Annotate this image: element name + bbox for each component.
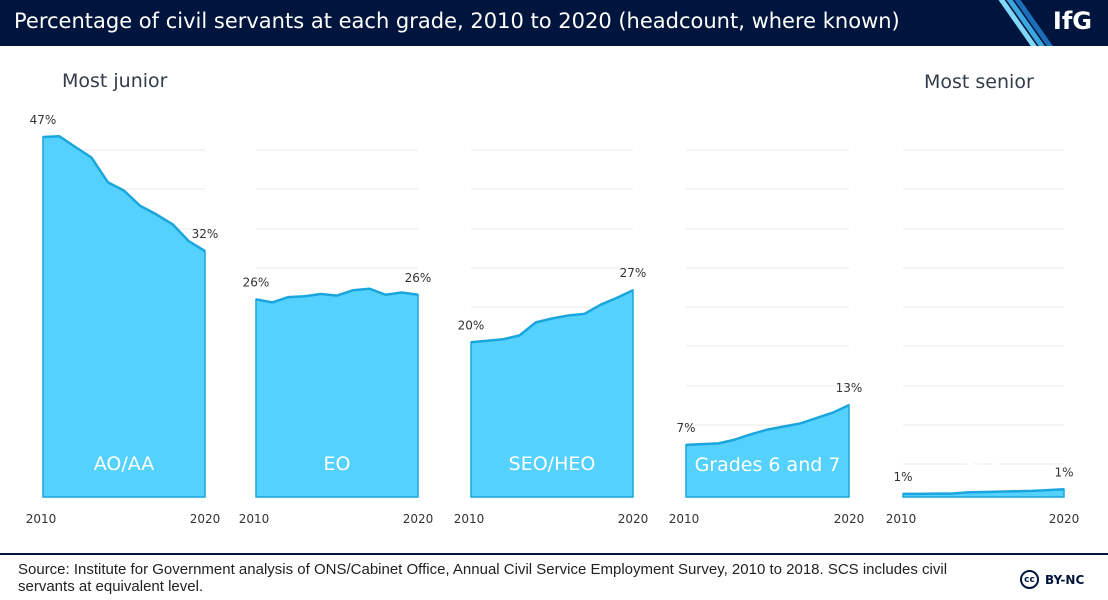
data-label-end: 26%	[405, 271, 432, 285]
data-label-start: 7%	[676, 421, 695, 435]
cc-icon: cc	[1020, 570, 1039, 589]
series-line	[470, 289, 634, 344]
series-line	[903, 488, 1065, 496]
panel-name: Grades 6 and 7	[695, 454, 841, 476]
x-tick-start: 2010	[454, 512, 485, 526]
data-label-start: 1%	[893, 470, 912, 484]
series-line	[42, 134, 206, 253]
data-label-start: 26%	[243, 275, 270, 289]
data-label-end: 13%	[836, 381, 863, 395]
license-badge[interactable]: cc BY-NC	[1020, 570, 1084, 589]
series-line	[685, 403, 850, 447]
x-tick-end: 2020	[618, 512, 649, 526]
series-line	[255, 287, 419, 304]
data-label-start: 47%	[30, 113, 57, 127]
x-tick-start: 2010	[669, 512, 700, 526]
x-tick-start: 2010	[239, 512, 270, 526]
panel-name: EO	[324, 453, 351, 475]
chart-title: Percentage of civil servants at each gra…	[14, 9, 900, 33]
x-tick-end: 2020	[834, 512, 865, 526]
ifg-logo: IfG	[1052, 7, 1092, 35]
data-label-end: 1%	[1054, 465, 1073, 479]
x-tick-end: 2020	[403, 512, 434, 526]
panel-name: SEO/HEO	[509, 453, 596, 475]
area-grades-6-and-7	[685, 403, 850, 498]
most-junior-label: Most junior	[62, 70, 168, 92]
x-tick-end: 2020	[190, 512, 221, 526]
panel-name: AO/AA	[94, 453, 155, 475]
data-label-end: 32%	[192, 227, 219, 241]
small-multiples-area-chart: 47% 32% AO/AA 2010 2020 26% 26% EO 2010 2020 20% 27…	[26, 113, 1080, 526]
x-tick-start: 2010	[26, 512, 57, 526]
x-tick-end: 2020	[1049, 512, 1080, 526]
header-bar: Percentage of civil servants at each gra…	[0, 0, 1108, 46]
license-text: BY-NC	[1045, 572, 1085, 587]
panel-name: SCS	[965, 454, 1002, 476]
footer-divider	[0, 553, 1108, 555]
most-senior-label: Most senior	[924, 71, 1034, 93]
data-label-start: 20%	[458, 318, 485, 332]
source-note: Source: Institute for Government analysi…	[18, 561, 948, 595]
data-label-end: 27%	[620, 266, 647, 280]
x-tick-start: 2010	[886, 512, 917, 526]
